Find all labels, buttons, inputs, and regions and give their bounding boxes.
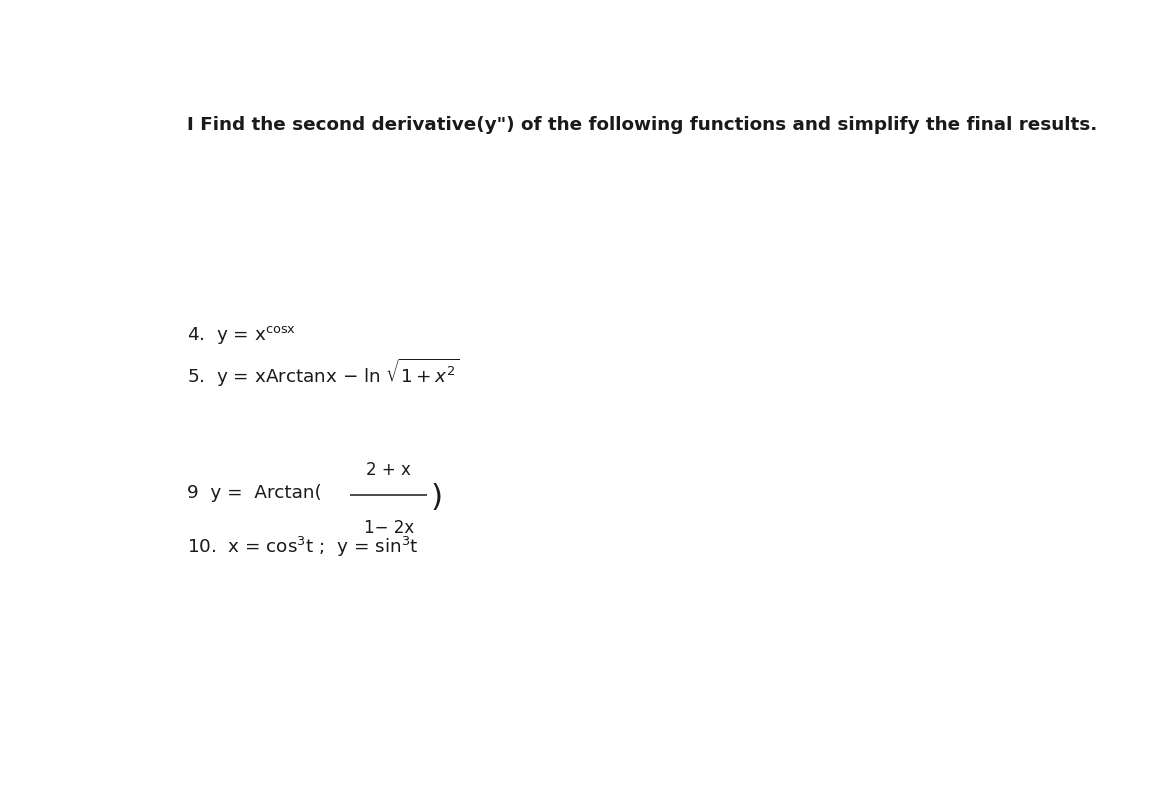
Text: 1− 2x: 1− 2x xyxy=(364,519,414,537)
Text: 4.  y = x$^{\mathregular{cosx}}$: 4. y = x$^{\mathregular{cosx}}$ xyxy=(187,325,296,346)
Text: ): ) xyxy=(431,483,442,512)
Text: I Find the second derivative(y") of the following functions and simplify the fin: I Find the second derivative(y") of the … xyxy=(187,116,1097,134)
Text: 10.  x = cos$^{\mathregular{3}}$t ;  y = sin$^{\mathregular{3}}$t: 10. x = cos$^{\mathregular{3}}$t ; y = s… xyxy=(187,534,419,559)
Text: 5.  y = xArctanx $-$ ln $\sqrt{1+x^{\mathregular{2}}}$: 5. y = xArctanx $-$ ln $\sqrt{1+x^{\math… xyxy=(187,357,460,388)
Text: 9  y =  Arctan(: 9 y = Arctan( xyxy=(187,484,322,502)
Text: 2 + x: 2 + x xyxy=(366,461,411,479)
